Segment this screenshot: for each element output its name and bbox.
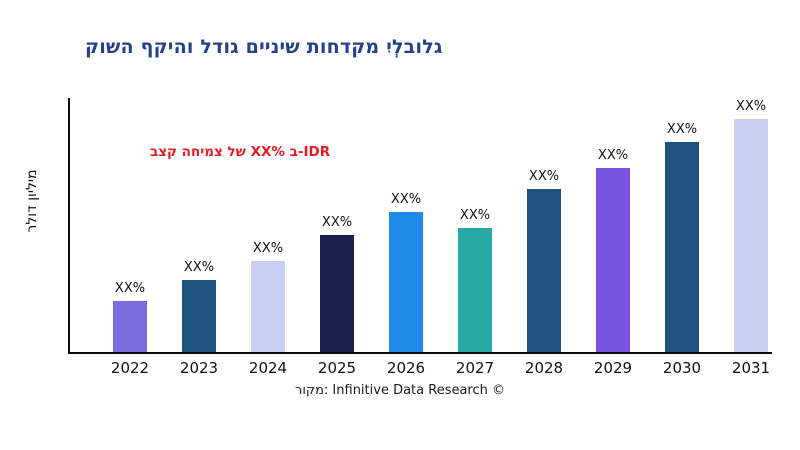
x-tick-label-2027: 2027 (455, 359, 495, 377)
bar-value-label: XX% (183, 260, 215, 275)
x-tick-label-2028: 2028 (524, 359, 564, 377)
bar-2024 (251, 261, 285, 352)
bar-2026 (389, 212, 423, 352)
bar-2022 (113, 301, 147, 352)
growth-annotation: בצק החימצ לש XX% ב-IDR (150, 144, 331, 160)
x-tick-label-2026: 2026 (386, 359, 426, 377)
bar-value-label: XX% (321, 215, 353, 230)
x-tick-label-2023: 2023 (179, 359, 219, 377)
bar-2027 (458, 228, 492, 352)
bar-2030 (665, 142, 699, 352)
bar-2023 (182, 280, 216, 352)
x-tick-label-2025: 2025 (317, 359, 357, 377)
bar-value-label: XX% (528, 169, 560, 184)
x-tick-label-2029: 2029 (593, 359, 633, 377)
bar-2031 (734, 119, 768, 352)
bar-value-label: XX% (666, 122, 698, 137)
bar-2029 (596, 168, 630, 352)
bar-2025 (320, 235, 354, 352)
x-axis-line (68, 352, 772, 354)
bar-value-label: XX% (114, 281, 146, 296)
chart-title: קושה ףקיהו לדוג םייניש תוחדקמ יִלְבולג (85, 36, 443, 58)
bar-value-label: XX% (735, 99, 767, 114)
bar-value-label: XX% (390, 192, 422, 207)
bar-value-label: XX% (597, 148, 629, 163)
y-axis-line (68, 98, 70, 354)
x-tick-label-2031: 2031 (731, 359, 771, 377)
x-tick-label-2024: 2024 (248, 359, 288, 377)
bar-value-label: XX% (459, 208, 491, 223)
x-tick-label-2022: 2022 (110, 359, 150, 377)
bar-value-label: XX% (252, 241, 284, 256)
y-axis-label: רלוד ןוילימ (24, 169, 40, 233)
plot-area: XX% 2022 XX% 2023 XX% 2024 XX% 2025 XX% 2026 XX% 20… (70, 99, 770, 377)
x-tick-label-2030: 2030 (662, 359, 702, 377)
footer-credit: רוקמ: Infinitive Data Research © (294, 383, 506, 398)
bar-2028 (527, 189, 561, 352)
